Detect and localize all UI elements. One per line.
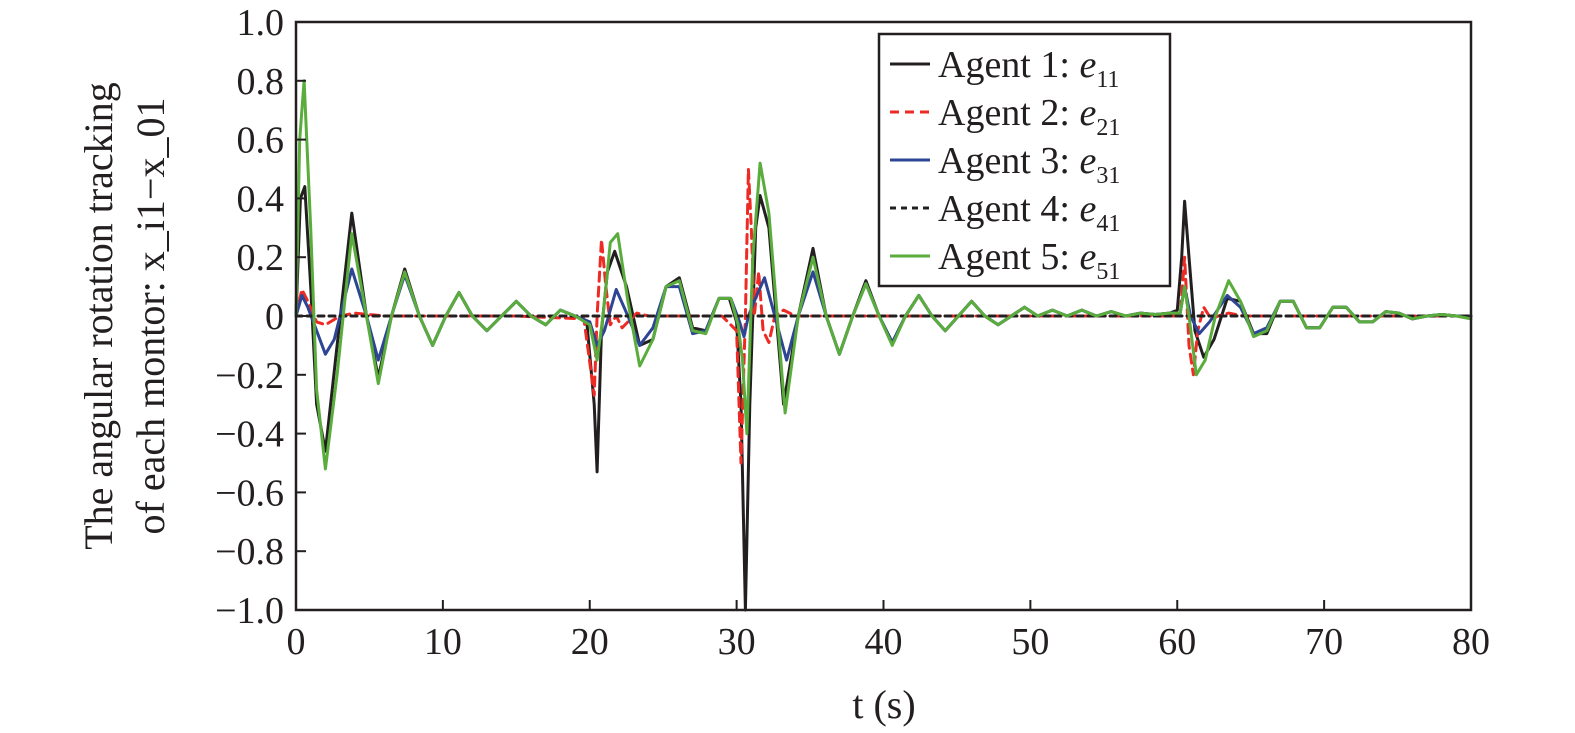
y-tick-label-7: −0.4 <box>215 414 284 456</box>
x-tick-label-8: 80 <box>1452 621 1490 663</box>
y-tick-label-1: 0.8 <box>237 61 285 103</box>
legend-item-agent-3: Agent 3: e31 <box>890 140 1120 189</box>
x-tick-label-1: 10 <box>424 621 462 663</box>
series-layer <box>294 79 1473 612</box>
y-axis-title-2: of each montor: x_i1−x_01 <box>128 98 173 535</box>
y-tick-label-5: 0 <box>265 296 284 338</box>
series-line-agent-5 <box>294 79 1473 471</box>
y-tick-labels: 1.0 0.8 0.6 0.4 0.2 0 −0.2 −0.4 −0.6 −0.8 −1.0 <box>215 2 284 632</box>
legend-item-agent-1: Agent 1: e11 <box>890 44 1119 93</box>
x-tick-label-0: 0 <box>287 621 306 663</box>
legend-label-agent-3: Agent 3: e31 <box>938 140 1120 189</box>
legend-label-agent-1: Agent 1: e11 <box>938 44 1119 93</box>
y-tick-label-3: 0.4 <box>237 178 285 220</box>
legend-label-agent-2: Agent 2: e21 <box>938 92 1120 141</box>
y-tick-label-6: −0.2 <box>215 355 284 397</box>
y-axis-title-line-2: of each montor: x_i1−x_01 <box>128 98 173 535</box>
ticks-layer <box>295 21 1472 611</box>
y-tick-label-9: −0.8 <box>215 531 284 573</box>
series-line-agent-2 <box>294 167 1473 465</box>
legend-label-agent-4: Agent 4: e41 <box>938 188 1120 237</box>
x-tick-label-4: 40 <box>865 621 903 663</box>
legend-item-agent-5: Agent 5: e51 <box>890 236 1120 285</box>
legend-item-agent-4: Agent 4: e41 <box>890 188 1120 237</box>
y-tick-label-4: 0.2 <box>237 237 285 279</box>
x-tick-label-2: 20 <box>571 621 609 663</box>
legend-label-agent-5: Agent 5: e51 <box>938 236 1120 285</box>
x-tick-label-7: 70 <box>1305 621 1343 663</box>
y-axis-title-line-1: The angular rotation tracking <box>76 82 121 550</box>
legend-item-agent-2: Agent 2: e21 <box>890 92 1120 141</box>
y-tick-label-10: −1.0 <box>215 590 284 632</box>
x-axis-title: t (s) <box>852 682 915 727</box>
x-tick-labels: 0 10 20 30 40 50 60 70 80 <box>287 621 1491 663</box>
y-tick-label-8: −0.6 <box>215 472 284 514</box>
y-tick-label-0: 1.0 <box>237 2 285 44</box>
x-tick-label-3: 30 <box>718 621 756 663</box>
x-tick-label-6: 60 <box>1158 621 1196 663</box>
y-tick-label-2: 0.6 <box>237 120 285 162</box>
y-axis-title: The angular rotation tracking <box>76 82 121 550</box>
x-tick-label-5: 50 <box>1011 621 1049 663</box>
